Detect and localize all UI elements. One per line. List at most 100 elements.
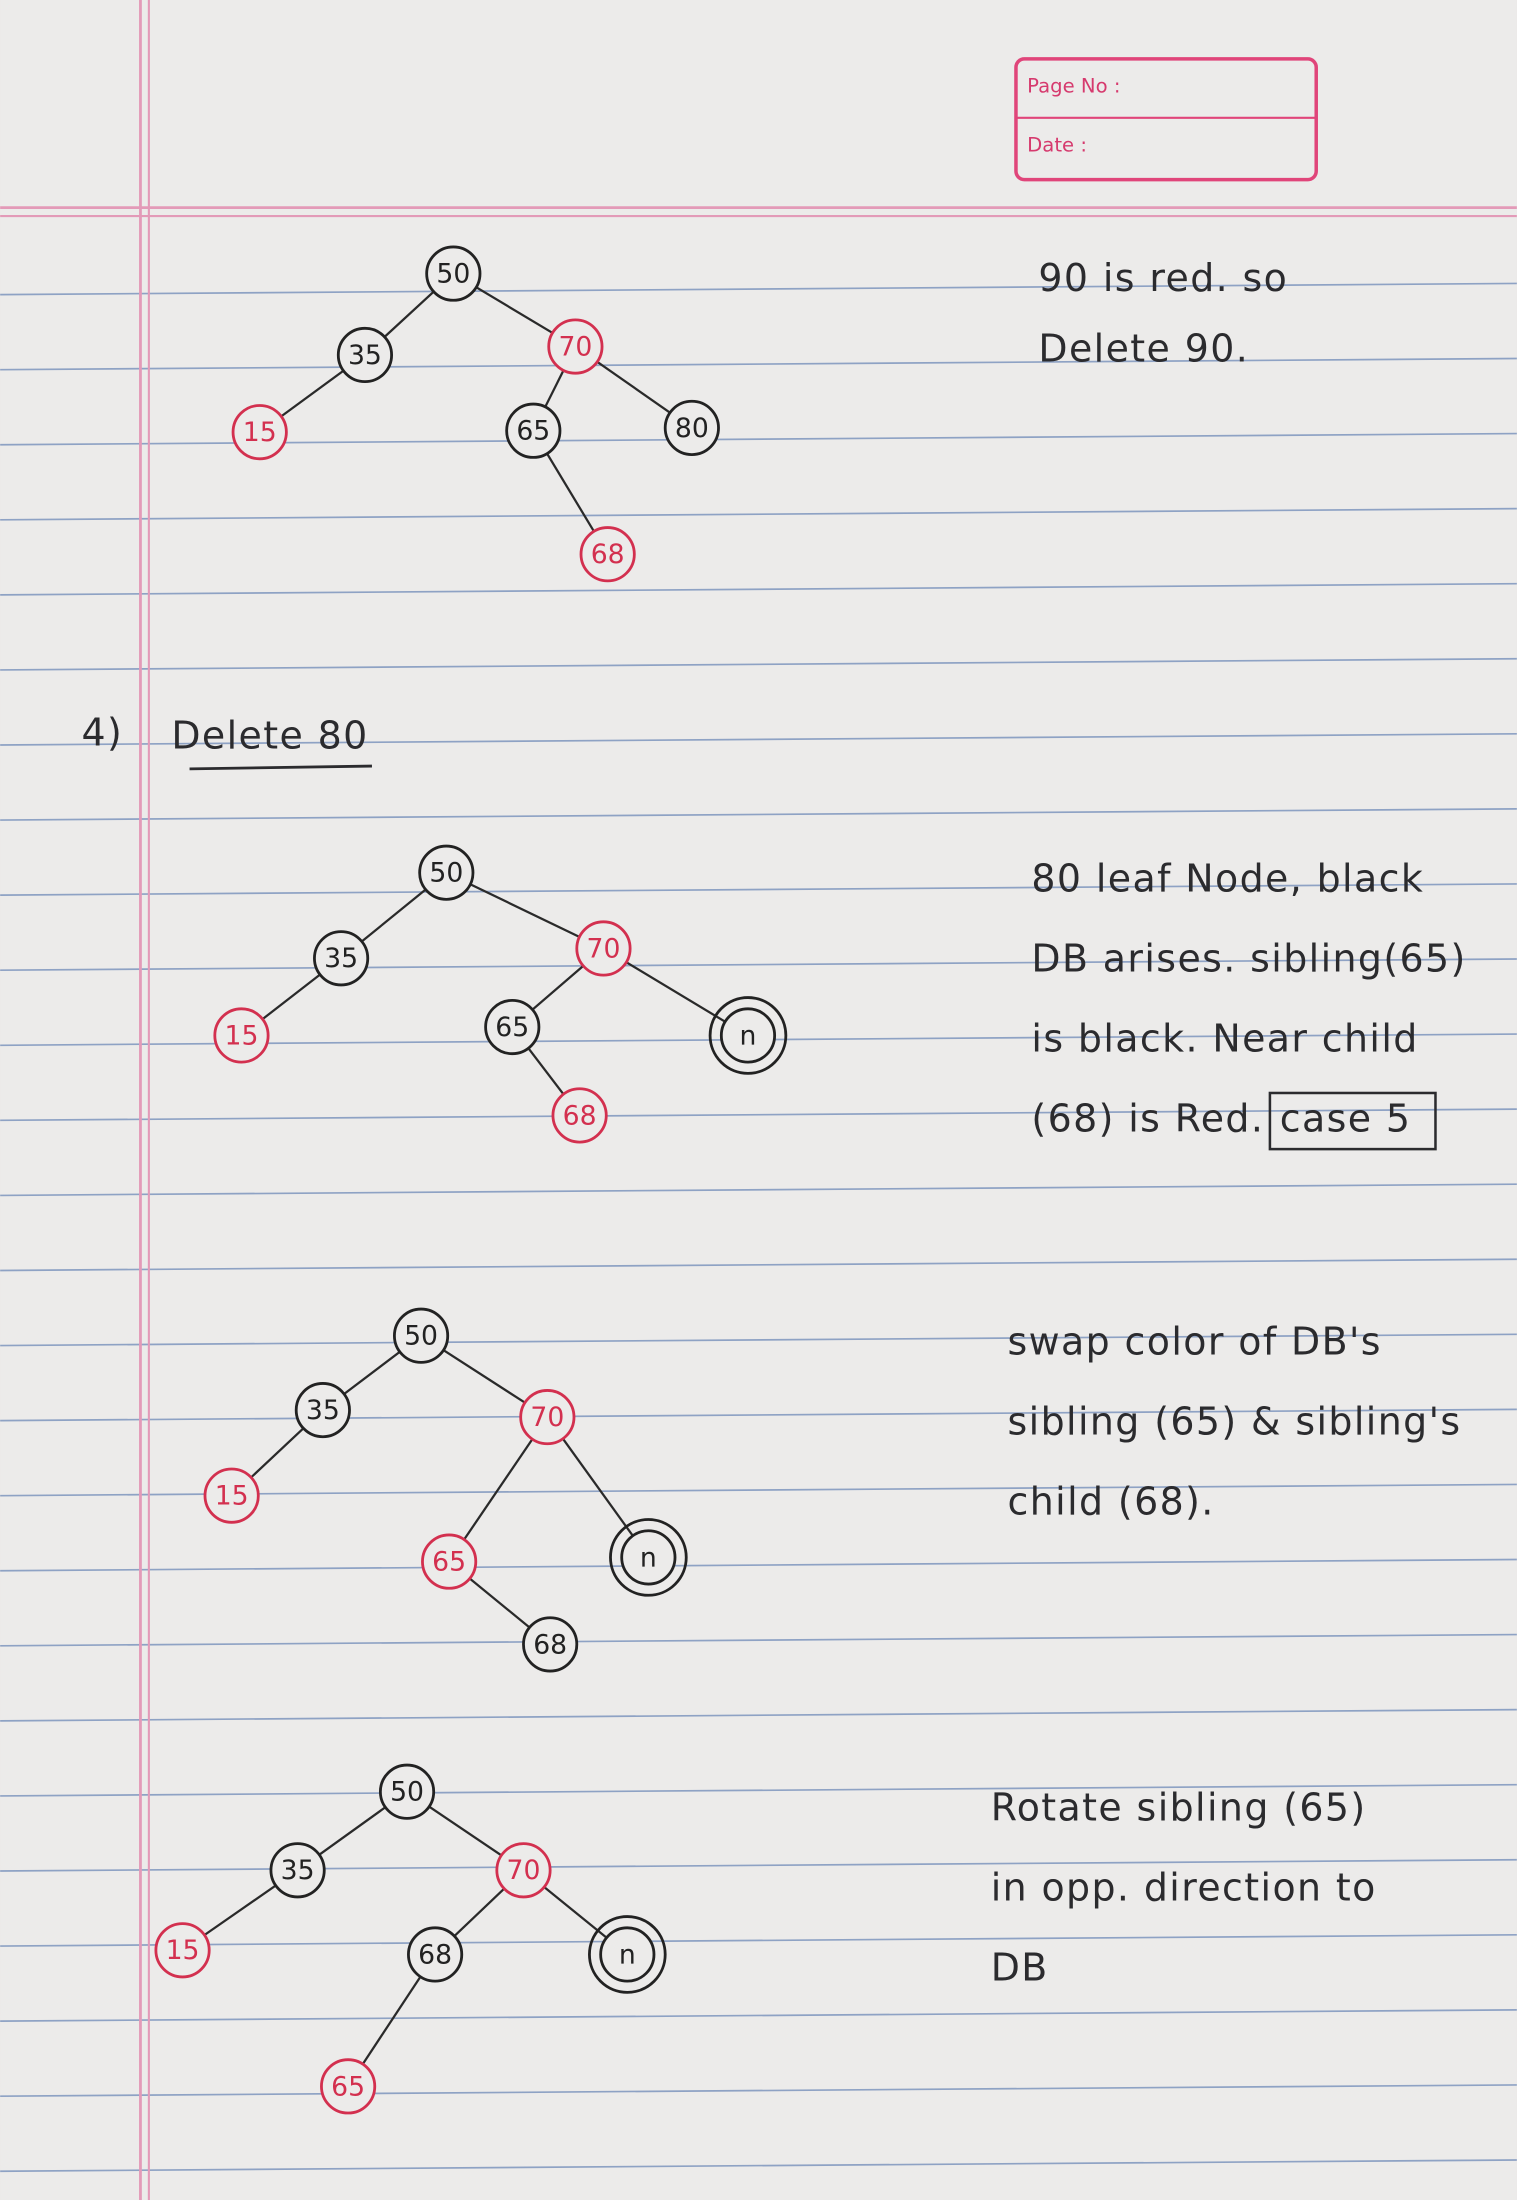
rule xyxy=(0,1708,1517,1722)
tree-node xyxy=(579,526,636,583)
rule xyxy=(0,1558,1517,1572)
heading-underline xyxy=(189,764,372,771)
tree-node xyxy=(418,844,475,901)
rule xyxy=(0,1633,1517,1647)
node-label: 50 xyxy=(404,1321,438,1352)
note-line: Rotate sibling (65) xyxy=(991,1785,1367,1829)
tree-node xyxy=(551,1087,608,1144)
node-label: 68 xyxy=(591,539,625,570)
node-label: 68 xyxy=(533,1629,567,1660)
tree-node xyxy=(320,2058,377,2115)
page-box xyxy=(1014,57,1318,182)
rule xyxy=(0,732,1517,746)
tree-node xyxy=(336,326,394,384)
heading-title: Delete 80 xyxy=(171,714,368,758)
rule xyxy=(0,1408,1517,1422)
heading-number: 4) xyxy=(82,711,124,755)
node-label: 65 xyxy=(331,2071,365,2102)
node-label: 35 xyxy=(348,340,382,371)
tree-node xyxy=(407,1926,464,1983)
note-line: (68) is Red. xyxy=(1031,1097,1264,1141)
node-label: 70 xyxy=(530,1402,564,1433)
node-label: n xyxy=(640,1542,657,1573)
rule xyxy=(0,2009,1517,2022)
tree-edge xyxy=(602,947,749,1037)
rule xyxy=(0,1858,1517,1872)
node-label: 70 xyxy=(507,1855,541,1886)
rule xyxy=(0,282,1517,296)
tree-node xyxy=(522,1616,579,1673)
note-line: child (68). xyxy=(1008,1480,1215,1524)
note-line: is black. Near child xyxy=(1031,1017,1418,1061)
tree-edge xyxy=(546,1416,650,1559)
node-label: 35 xyxy=(324,943,358,974)
node-label: 68 xyxy=(418,1939,452,1970)
rule xyxy=(0,1108,1517,1122)
tree-node xyxy=(484,998,541,1056)
tree-node xyxy=(519,1389,576,1446)
node-label: n xyxy=(619,1939,636,1970)
note-line: swap color of DB's xyxy=(1008,1320,1382,1364)
tree-node xyxy=(719,1007,777,1064)
tree-node xyxy=(294,1382,351,1439)
tree-node xyxy=(393,1307,450,1364)
node-label: 35 xyxy=(281,1855,315,1886)
node-label: 65 xyxy=(516,416,550,447)
case-label: case 5 xyxy=(1280,1097,1412,1141)
node-label: 70 xyxy=(587,933,621,964)
tree-node xyxy=(203,1467,260,1524)
note-line: DB arises. sibling(65) xyxy=(1031,937,1466,981)
rule xyxy=(0,657,1517,671)
rule xyxy=(0,1183,1517,1197)
date-label: Date : xyxy=(1027,133,1087,156)
note-line: sibling (65) & sibling's xyxy=(1008,1400,1462,1444)
node-label: 15 xyxy=(215,1481,249,1512)
page-no-label: Page No : xyxy=(1027,74,1120,97)
rule xyxy=(0,1333,1517,1347)
node-label: n xyxy=(740,1020,757,1051)
tree-node xyxy=(425,245,482,302)
tree-node xyxy=(505,402,562,459)
tree-node xyxy=(547,318,604,375)
tree-node xyxy=(599,1926,656,1983)
node-label: 70 xyxy=(558,331,592,362)
node-label: 15 xyxy=(166,1935,200,1966)
tree-node xyxy=(495,1842,552,1899)
double-black-ring xyxy=(609,1518,688,1597)
tree-node xyxy=(313,930,370,987)
node-label: 65 xyxy=(432,1547,466,1578)
note-line: DB xyxy=(991,1945,1049,1989)
rule xyxy=(0,582,1517,596)
node-label: 35 xyxy=(306,1395,340,1426)
note-line: Delete 90. xyxy=(1038,326,1249,370)
node-label: 65 xyxy=(495,1012,529,1043)
tree-node xyxy=(231,404,288,461)
tree-node xyxy=(663,399,720,456)
double-black-ring xyxy=(588,1915,667,1994)
node-label: 15 xyxy=(243,417,277,448)
rule xyxy=(0,883,1517,896)
tree-node xyxy=(620,1529,677,1586)
node-label: 50 xyxy=(436,259,470,290)
node-label: 15 xyxy=(225,1020,259,1051)
double-black-ring xyxy=(708,996,788,1075)
note-line: 80 leaf Node, black xyxy=(1031,857,1424,901)
tree-node xyxy=(269,1842,326,1899)
node-label: 68 xyxy=(563,1100,597,1131)
rule xyxy=(0,507,1517,521)
tree-edge xyxy=(445,871,604,950)
rule xyxy=(0,958,1517,972)
rule xyxy=(0,1933,1517,1947)
tree-node xyxy=(154,1922,211,1979)
rule xyxy=(0,1258,1517,1272)
rule xyxy=(0,2084,1517,2098)
tree-node xyxy=(575,920,632,977)
rule xyxy=(0,2159,1517,2173)
tree-node xyxy=(421,1533,478,1590)
note-line: 90 is red. so xyxy=(1038,256,1288,300)
rule xyxy=(0,1783,1517,1797)
tree-edge xyxy=(448,1416,549,1563)
